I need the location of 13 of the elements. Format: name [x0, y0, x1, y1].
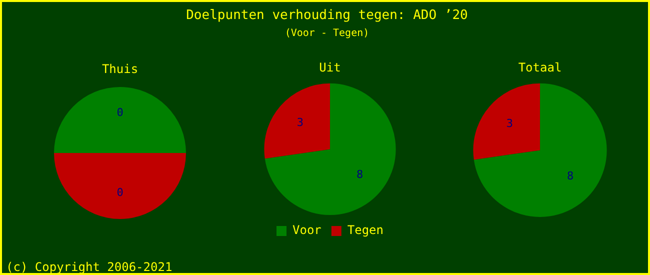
text: 0	[116, 105, 124, 122]
data-label: 8	[356, 168, 364, 181]
chart-title: Totaal	[518, 60, 562, 74]
chart-title: Uit	[319, 60, 341, 74]
text: 0	[116, 184, 124, 201]
text: Doelpunten verhouding tegen: ADO ’20	[185, 8, 469, 23]
text: Thuis	[100, 61, 140, 77]
legend-label: Tegen	[347, 223, 384, 238]
data-label: 3	[296, 116, 304, 130]
text: (Voor - Tegen)	[284, 28, 370, 39]
data-label: 3	[506, 116, 514, 130]
data-label: 8	[566, 169, 574, 182]
legend-label: Voor	[292, 223, 322, 238]
